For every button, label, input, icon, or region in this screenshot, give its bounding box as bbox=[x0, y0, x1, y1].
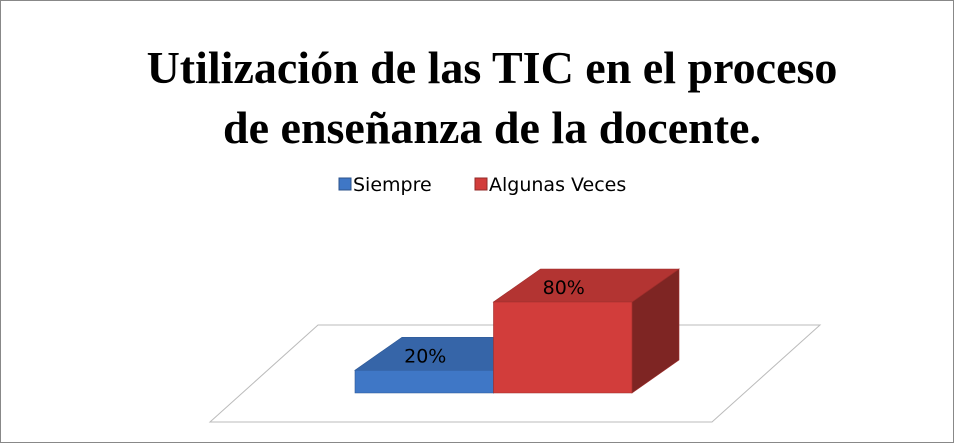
legend-label: Siempre bbox=[353, 174, 432, 196]
bar-front bbox=[354, 369, 494, 394]
legend-swatch bbox=[338, 177, 352, 191]
data-label: 20% bbox=[404, 345, 446, 367]
bar-front bbox=[493, 301, 633, 394]
legend-label: Algunas Veces bbox=[489, 174, 626, 196]
bar bbox=[492, 268, 680, 394]
chart-title: Utilización de las TIC en el proceso bbox=[147, 42, 838, 93]
data-label: 80% bbox=[543, 277, 585, 299]
legend-swatch bbox=[474, 177, 488, 191]
chart-title: de enseñanza de la docente. bbox=[223, 102, 761, 153]
